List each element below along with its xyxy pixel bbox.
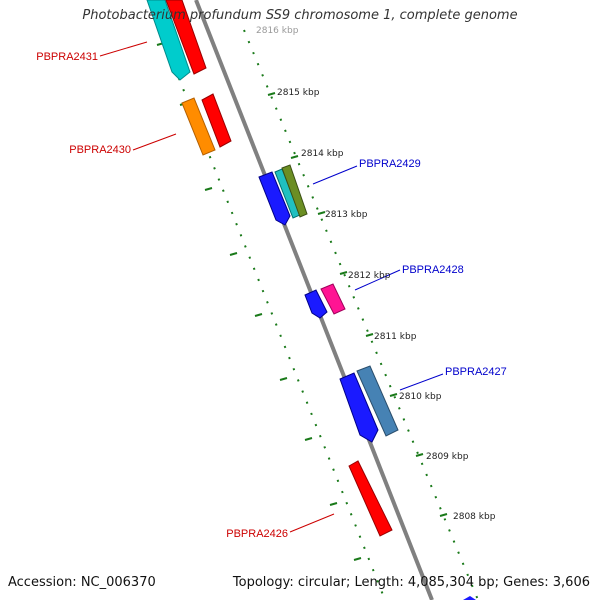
- feature-blue-2[interactable]: [304, 289, 328, 319]
- feature-olive[interactable]: [281, 164, 308, 218]
- feature-edge-blue: [463, 596, 476, 600]
- gene-label-PBPRA2426[interactable]: PBPRA2426: [226, 528, 288, 540]
- tick-label-2809: 2809 kbp: [426, 452, 469, 462]
- outer-dotted-ring: [147, 0, 386, 600]
- outer-tick-marks: [156, 42, 362, 561]
- feature-blue-3[interactable]: [339, 372, 379, 443]
- tick-label-2808: 2808 kbp: [453, 512, 496, 522]
- leader-PBPRA2428: [354, 269, 401, 291]
- tick-label-2815: 2815 kbp: [277, 88, 320, 98]
- tick-label-2810: 2810 kbp: [399, 392, 442, 402]
- leader-PBPRA2430: [132, 133, 177, 151]
- tick-label-2813: 2813 kbp: [325, 210, 368, 220]
- tick-label-2816: 2816 kbp: [256, 26, 299, 36]
- leader-PBPRA2427: [399, 373, 444, 391]
- tick-label-2811: 2811 kbp: [374, 332, 417, 342]
- gene-label-PBPRA2428[interactable]: PBPRA2428: [402, 264, 464, 276]
- gene-label-PBPRA2431[interactable]: PBPRA2431: [36, 51, 98, 63]
- genome-summary: Topology: circular; Length: 4,085,304 bp…: [232, 575, 590, 590]
- gene-label-PBPRA2429[interactable]: PBPRA2429: [359, 158, 421, 170]
- label-leader-lines: [99, 41, 444, 533]
- feature-magenta[interactable]: [320, 283, 346, 315]
- feature-red-1[interactable]: [165, 0, 207, 75]
- tick-label-2812: 2812 kbp: [348, 271, 391, 281]
- feature-cyan-1[interactable]: [146, 0, 191, 81]
- tick-label-2814: 2814 kbp: [301, 149, 344, 159]
- inner-tick-marks: [267, 92, 448, 517]
- feature-red-2[interactable]: [201, 93, 232, 148]
- leader-PBPRA2431: [99, 41, 148, 57]
- leader-PBPRA2429: [312, 165, 358, 185]
- gene-label-PBPRA2430[interactable]: PBPRA2430: [69, 144, 131, 156]
- feature-orange[interactable]: [181, 97, 216, 156]
- feature-blue-1[interactable]: [258, 171, 291, 226]
- page-title: Photobacterium profundum SS9 chromosome …: [82, 8, 518, 23]
- accession-label: Accession: NC_006370: [8, 575, 156, 590]
- feature-red-3[interactable]: [348, 460, 393, 537]
- leader-PBPRA2426: [289, 513, 335, 533]
- feature-steelblue[interactable]: [356, 365, 399, 437]
- gene-label-PBPRA2427[interactable]: PBPRA2427: [445, 366, 507, 378]
